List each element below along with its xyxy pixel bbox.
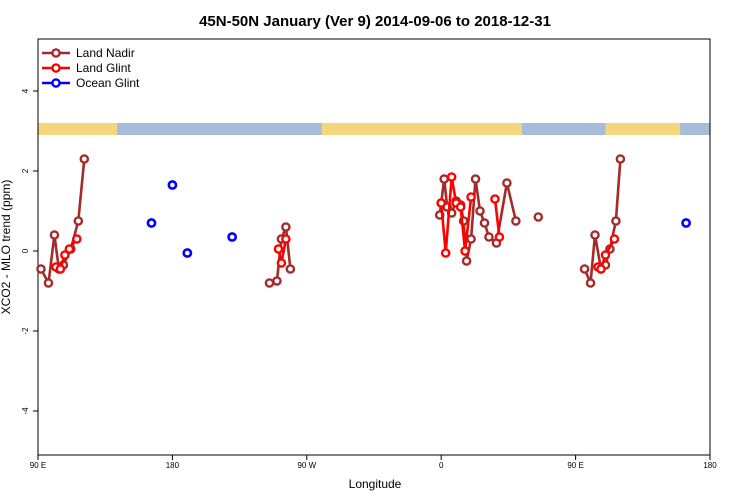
data-point — [49, 230, 60, 240]
data-point — [79, 154, 90, 164]
data-point — [461, 256, 472, 266]
data-point — [285, 264, 296, 274]
data-point — [600, 250, 611, 260]
data-point — [64, 244, 75, 254]
land-band-1 — [321, 123, 442, 135]
data-point — [494, 232, 505, 242]
legend-marker-2 — [51, 78, 61, 88]
y-tick-label-2: 0 — [21, 248, 30, 253]
chart-title: 45N-50N January (Ver 9) 2014-09-06 to 20… — [199, 13, 551, 30]
data-point — [585, 278, 596, 288]
data-point — [611, 216, 621, 226]
y-tick-label-0: -4 — [21, 407, 30, 415]
data-point — [55, 264, 66, 274]
data-point — [681, 218, 692, 228]
x-tick-label-3: 0 — [439, 461, 444, 470]
x-axis: 90 E 180 90 W 0 90 E 180 — [30, 455, 717, 470]
data-point — [60, 250, 70, 260]
land-band-0 — [38, 123, 118, 135]
data-point — [615, 154, 626, 164]
data-point — [439, 174, 449, 184]
data-point — [436, 198, 447, 208]
data-point — [276, 258, 287, 268]
data-point — [446, 172, 457, 182]
x-axis-label: Longitude — [349, 477, 402, 491]
data-point — [227, 232, 238, 242]
legend-label-2: Ocean Glint — [76, 76, 140, 90]
series-layer — [36, 154, 692, 288]
x-tick-label-4: 90 E — [567, 461, 583, 470]
data-point — [167, 180, 178, 190]
data-point — [264, 278, 275, 288]
data-point — [272, 276, 282, 286]
data-point — [466, 234, 476, 244]
legend-label-0: Land Nadir — [76, 46, 135, 60]
data-point — [36, 264, 46, 274]
data-point — [590, 230, 600, 240]
land-band-3 — [605, 123, 681, 135]
legend-marker-1 — [51, 63, 61, 73]
data-point — [466, 192, 476, 202]
y-tick-label-1: -2 — [21, 327, 30, 335]
data-point — [484, 232, 494, 242]
x-tick-label-0: 90 E — [30, 461, 46, 470]
data-point — [281, 234, 291, 244]
data-point — [470, 174, 481, 184]
data-point — [596, 264, 606, 274]
y-axis: -4 -2 0 2 4 — [21, 88, 38, 415]
land-band-2 — [430, 123, 522, 135]
x-tick-label-1: 180 — [166, 461, 180, 470]
data-point — [281, 222, 291, 232]
y-tick-label-3: 2 — [21, 168, 30, 173]
series-ocean-glint — [146, 180, 692, 258]
data-point — [146, 218, 157, 228]
data-point — [479, 218, 490, 228]
data-point — [43, 278, 54, 288]
data-point — [475, 206, 485, 216]
data-point — [182, 248, 193, 258]
data-point — [502, 178, 512, 188]
data-point — [273, 244, 284, 254]
series-land-nadir — [36, 154, 626, 288]
x-tick-label-5: 180 — [703, 461, 717, 470]
data-point — [440, 248, 451, 258]
land-sea-strip — [38, 123, 710, 135]
y-axis-label: XCO2 - MLO trend (ppm) — [0, 180, 13, 315]
data-point — [511, 216, 521, 226]
data-point — [460, 246, 470, 256]
data-point — [579, 264, 590, 274]
plot-frame — [37, 38, 711, 456]
data-point — [455, 202, 466, 212]
data-point — [609, 234, 620, 244]
series-land-glint — [51, 172, 620, 274]
data-point — [72, 234, 82, 244]
y-tick-label-4: 4 — [21, 88, 30, 93]
data-point — [73, 216, 84, 226]
data-point — [533, 212, 544, 222]
legend-marker-0 — [51, 48, 61, 58]
series-line-1-3 — [493, 198, 501, 238]
legend-label-1: Land Glint — [76, 61, 131, 75]
x-tick-label-2: 90 W — [297, 461, 316, 470]
data-point — [490, 194, 500, 204]
